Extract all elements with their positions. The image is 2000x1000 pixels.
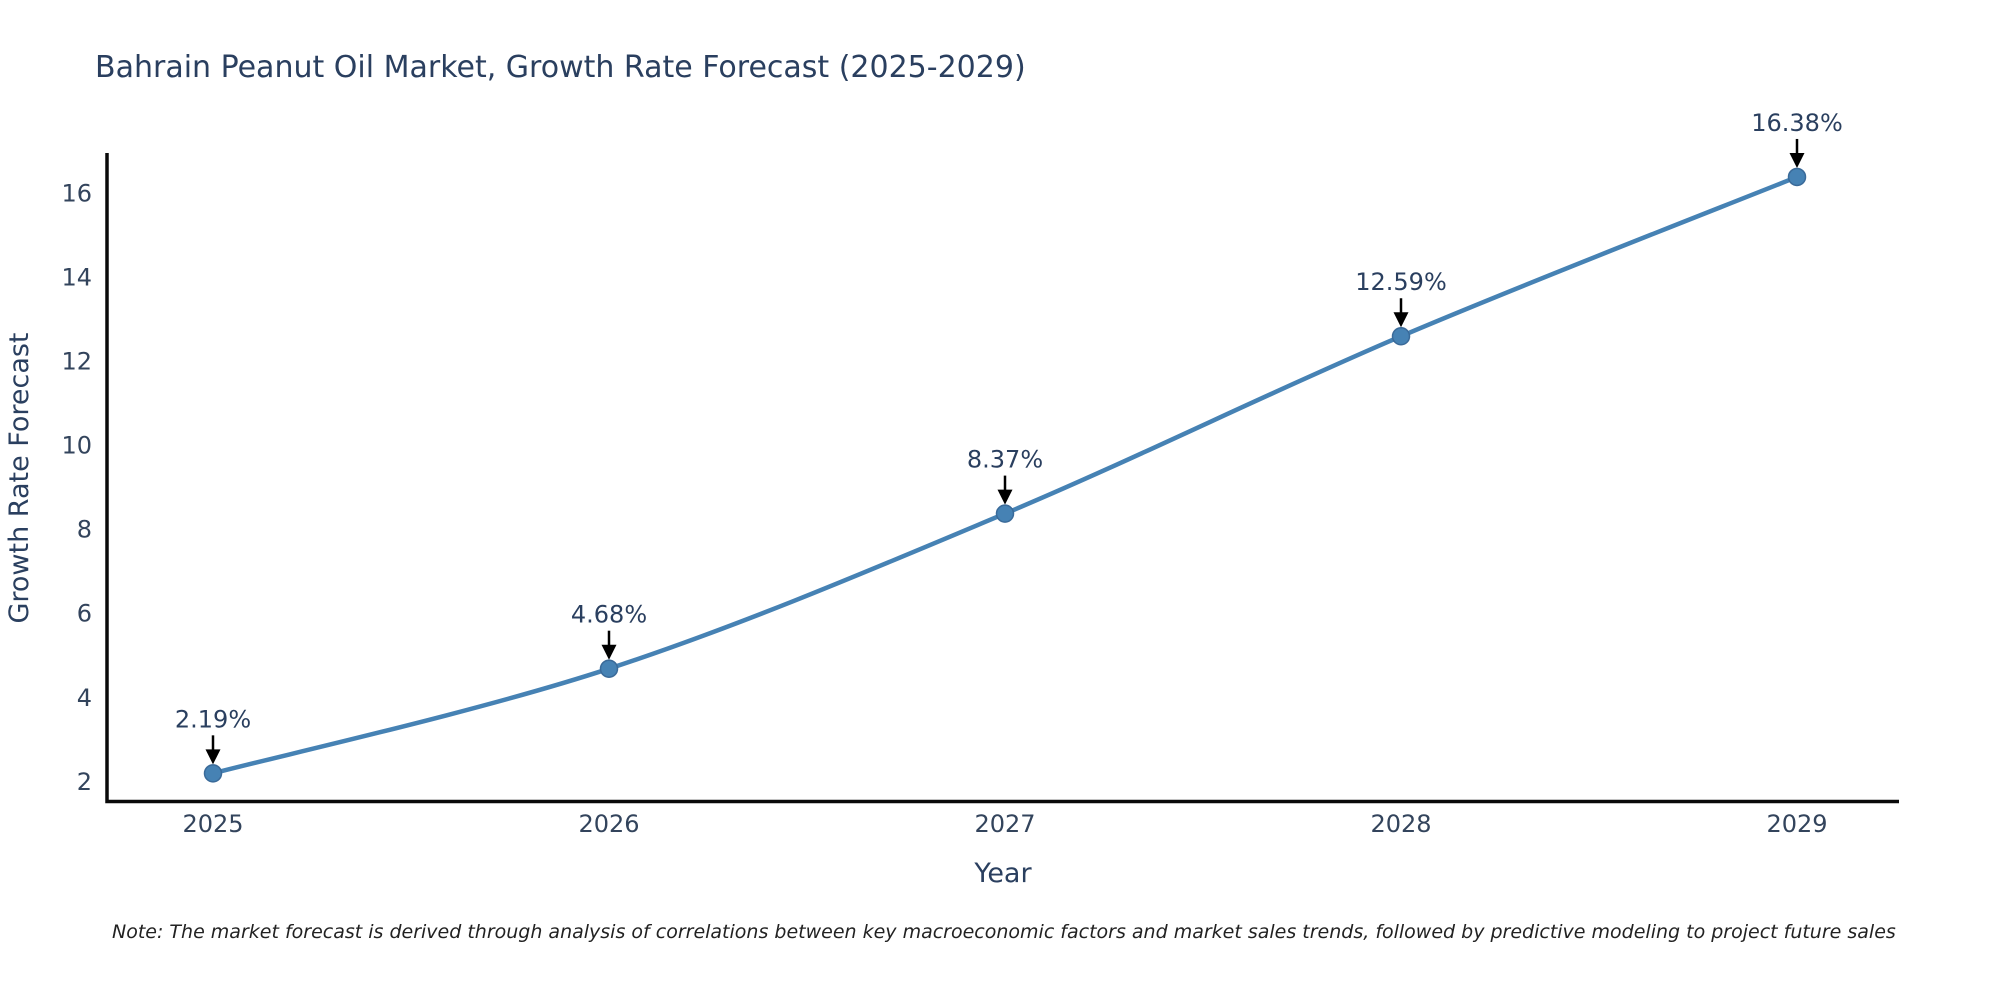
- y-axis-title: Growth Rate Forecast: [4, 332, 35, 623]
- x-tick-label: 2026: [578, 810, 639, 838]
- data-point-marker: [1391, 326, 1411, 346]
- annotation-layer: 2.19% 4.68% 8.37% 12.59% 16.38%: [175, 109, 1843, 765]
- annotation-arrowhead-icon: [1393, 312, 1409, 328]
- point-label: 12.59%: [1355, 268, 1447, 296]
- series-layer: [203, 167, 1807, 783]
- point-annotation: 8.37%: [967, 446, 1043, 505]
- annotation-arrowhead-icon: [601, 644, 617, 660]
- annotation-arrowhead-icon: [1789, 152, 1805, 168]
- point-annotation: 2.19%: [175, 705, 251, 765]
- point-annotation: 12.59%: [1355, 268, 1447, 328]
- data-point-marker: [203, 764, 223, 783]
- y-tick-label: 12: [61, 348, 92, 376]
- data-point-marker: [995, 504, 1015, 523]
- point-label: 8.37%: [967, 446, 1043, 474]
- point-annotation: 4.68%: [571, 601, 647, 660]
- chart-title: Bahrain Peanut Oil Market, Growth Rate F…: [95, 50, 1026, 85]
- data-point-marker: [1787, 167, 1807, 187]
- data-point-marker: [599, 659, 619, 678]
- axis-spine: [105, 153, 1899, 804]
- y-tick-label: 14: [61, 263, 92, 291]
- y-tick-label: 2: [77, 768, 92, 796]
- y-tick-label: 6: [77, 600, 92, 628]
- point-label: 16.38%: [1751, 109, 1843, 137]
- chart-footnote: Note: The market forecast is derived thr…: [112, 921, 1896, 943]
- y-tick-label: 16: [61, 179, 92, 207]
- x-axis-title: Year: [973, 858, 1032, 889]
- y-tick-label: 4: [77, 684, 92, 712]
- point-label: 4.68%: [571, 601, 647, 629]
- annotation-arrowhead-icon: [997, 489, 1013, 505]
- axes-layer: 2 4 6 8 10 12 14 16 2025 2026 2027 2028 2029: [61, 153, 1899, 838]
- point-annotation: 16.38%: [1751, 109, 1843, 168]
- x-tick-label: 2028: [1370, 810, 1431, 838]
- x-tick-label: 2025: [182, 810, 243, 838]
- point-label: 2.19%: [175, 705, 251, 733]
- x-tick-label: 2027: [974, 810, 1035, 838]
- series-line: [210, 174, 1800, 776]
- y-tick-label: 8: [77, 516, 92, 544]
- annotation-arrowhead-icon: [205, 749, 221, 765]
- y-tick-label: 10: [61, 432, 92, 460]
- x-tick-label: 2029: [1766, 810, 1827, 838]
